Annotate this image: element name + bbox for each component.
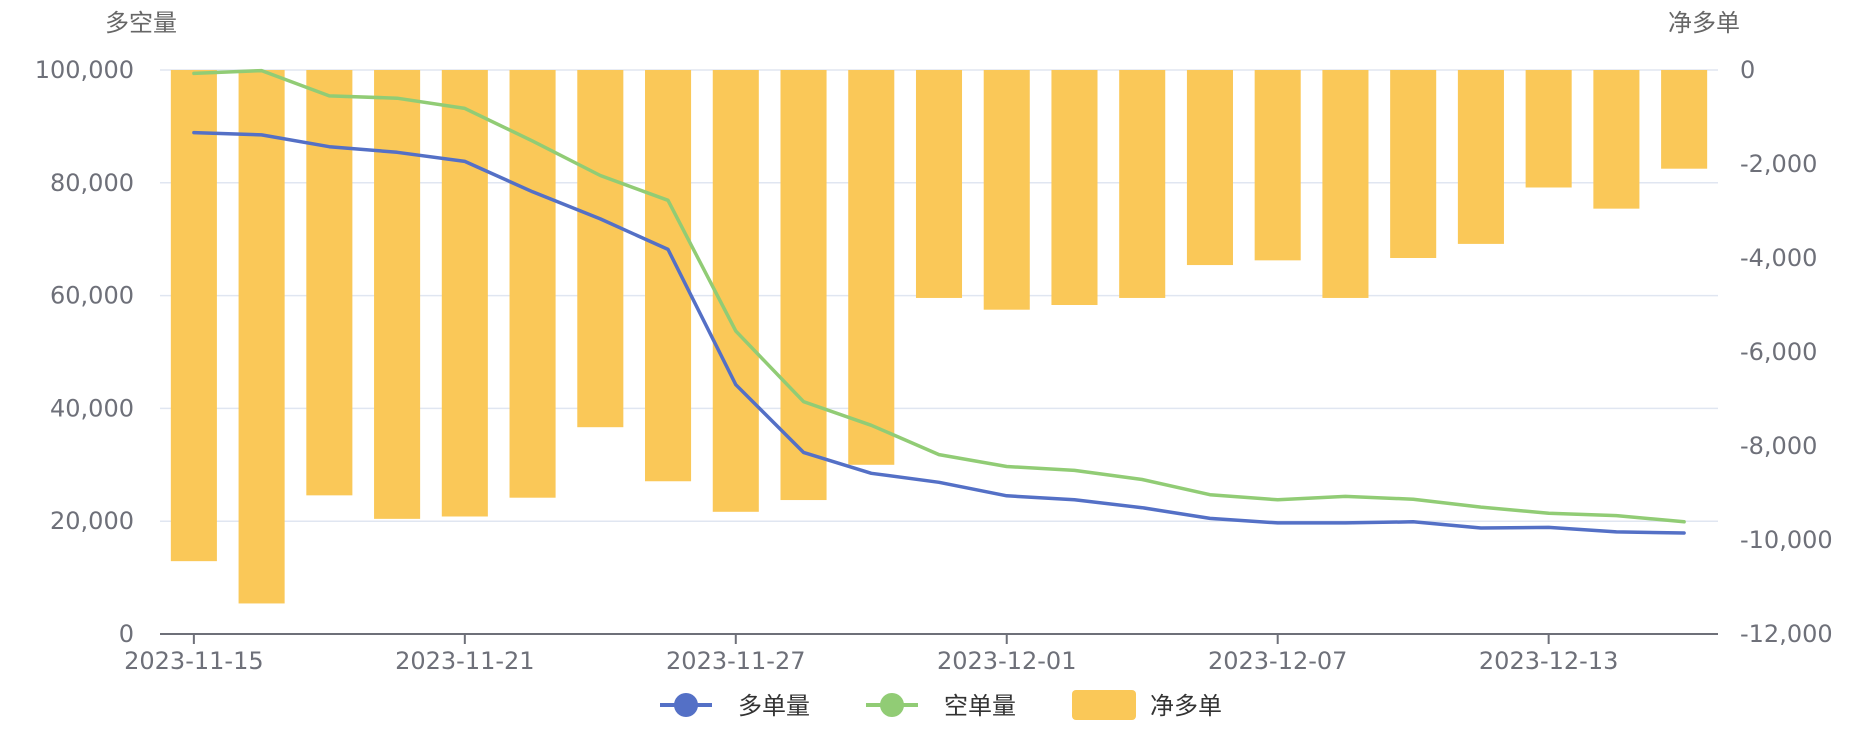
y-right-tick-label: -12,000 <box>1740 620 1833 648</box>
legend-short-dot[interactable] <box>880 693 904 717</box>
legend-net-label[interactable]: 净多单 <box>1150 692 1222 720</box>
net-long-bar <box>1322 70 1369 298</box>
net-long-bar <box>780 70 827 501</box>
legend-short-label[interactable]: 空单量 <box>944 692 1016 720</box>
net-long-bar <box>170 70 217 562</box>
legend-long-dot[interactable] <box>674 693 698 717</box>
net-long-bar <box>1254 70 1301 261</box>
y-left-tick-label: 100,000 <box>35 56 134 84</box>
x-tick-label: 2023-12-13 <box>1479 647 1618 675</box>
legend-long-label[interactable]: 多单量 <box>738 692 810 720</box>
net-long-bar <box>1593 70 1640 209</box>
net-long-bar <box>374 70 421 519</box>
y-left-tick-label: 20,000 <box>50 507 134 535</box>
legend-net-swatch[interactable] <box>1072 690 1136 720</box>
net-long-bar <box>1661 70 1708 169</box>
y-left-tick-label: 40,000 <box>50 394 134 422</box>
net-long-bar <box>983 70 1030 310</box>
net-long-bar <box>712 70 759 512</box>
x-tick-label: 2023-11-15 <box>124 647 263 675</box>
legend[interactable]: 多单量 空单量 净多单 <box>660 690 1222 720</box>
x-tick-label: 2023-11-27 <box>666 647 805 675</box>
x-tick-label: 2023-12-07 <box>1208 647 1347 675</box>
short-volume-line <box>192 68 1686 524</box>
y-right-tick-label: -10,000 <box>1740 526 1833 554</box>
series-lines <box>192 68 1686 535</box>
y-left-tick-label: 80,000 <box>50 169 134 197</box>
y-left-tick-label: 60,000 <box>50 282 134 310</box>
net-long-bar <box>1186 70 1233 266</box>
net-long-bar <box>645 70 692 482</box>
net-long-bar <box>1051 70 1098 305</box>
y-right-tick-label: -2,000 <box>1740 150 1817 178</box>
net-long-bar <box>1390 70 1437 258</box>
net-long-bar <box>306 70 353 496</box>
tick-labels: 100,000 80,000 60,000 40,000 20,000 0 0 -2,000 -… <box>35 56 1833 675</box>
y-right-title: 净多单 <box>1668 9 1740 37</box>
net-long-bar <box>848 70 895 465</box>
long-volume-line <box>192 130 1686 535</box>
net-long-bar <box>1119 70 1166 298</box>
x-tick-label: 2023-12-01 <box>937 647 1076 675</box>
net-long-bar <box>1525 70 1572 188</box>
y-right-tick-label: -8,000 <box>1740 432 1817 460</box>
y-left-title: 多空量 <box>105 9 177 37</box>
y-right-tick-label: -4,000 <box>1740 244 1817 272</box>
axes <box>160 633 1718 644</box>
net-long-bar <box>1457 70 1504 244</box>
y-left-tick-label: 0 <box>119 620 134 648</box>
net-long-bars <box>170 70 1708 604</box>
net-long-bar <box>577 70 624 428</box>
y-right-tick-label: 0 <box>1740 56 1755 84</box>
net-long-bar <box>441 70 488 517</box>
y-right-tick-label: -6,000 <box>1740 338 1817 366</box>
net-long-bar <box>238 70 285 604</box>
x-tick-label: 2023-11-21 <box>395 647 534 675</box>
net-long-bar <box>915 70 963 298</box>
